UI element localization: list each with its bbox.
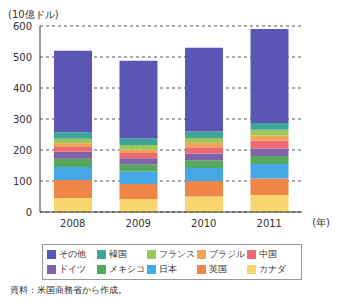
svg-text:0: 0 [26, 207, 32, 218]
html-text:ドイツ: ドイツ [59, 264, 86, 274]
svg-text:2009: 2009 [126, 218, 151, 229]
html-text:メキシコ: メキシコ [109, 264, 145, 274]
svg-text:100: 100 [13, 176, 32, 187]
svg-text:2008: 2008 [60, 218, 85, 229]
html-text:フランス: フランス [159, 249, 195, 259]
svg-text:2010: 2010 [191, 218, 216, 229]
svg-text:2011: 2011 [257, 218, 282, 229]
html-text:中国: 中国 [259, 249, 277, 259]
svg-text:600: 600 [13, 21, 32, 32]
html-text:ブラジル: ブラジル [209, 249, 245, 259]
svg-text:500: 500 [13, 52, 32, 63]
html-text:カナダ: カナダ [259, 264, 286, 274]
svg-text:400: 400 [13, 83, 32, 94]
svg-text:300: 300 [13, 114, 32, 125]
html-text:(10億ドル): (10億ドル) [8, 9, 59, 20]
html-text:日本: 日本 [159, 264, 177, 274]
html-text:資料：米国商務省から作成。: 資料：米国商務省から作成。 [10, 285, 127, 295]
html-text:英国: 英国 [209, 264, 227, 274]
html-text:(年): (年) [312, 217, 330, 228]
html-text:韓国: 韓国 [109, 249, 127, 259]
svg-text:200: 200 [13, 145, 32, 156]
html-text:その他: その他 [59, 249, 86, 259]
